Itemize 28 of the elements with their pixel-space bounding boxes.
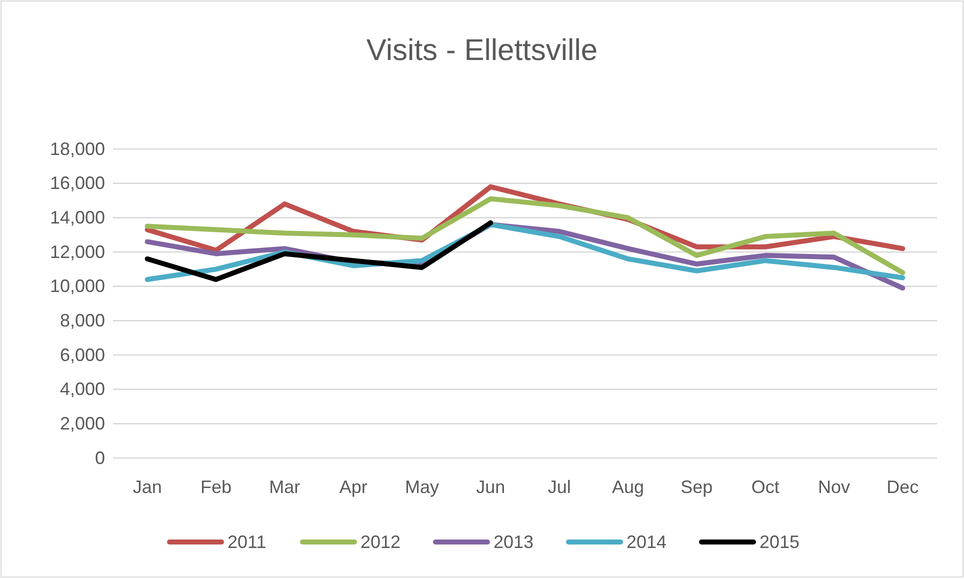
y-tick-label: 10,000 (50, 276, 105, 296)
x-tick-label: Feb (200, 476, 232, 497)
y-tick-label: 16,000 (50, 173, 105, 194)
legend-label: 2013 (494, 532, 534, 552)
y-tick-label: 4,000 (60, 379, 105, 400)
legend-label: 2011 (228, 532, 266, 552)
y-tick-label: 14,000 (50, 207, 105, 228)
x-tick-label: Apr (339, 476, 368, 497)
legend-label: 2015 (760, 532, 800, 552)
y-tick-label: 8,000 (60, 310, 105, 330)
x-tick-label: May (404, 476, 440, 497)
x-tick-label: Mar (269, 476, 300, 497)
x-tick-label: Jun (476, 476, 506, 497)
x-tick-label: Nov (818, 476, 850, 497)
x-tick-label: Oct (751, 476, 780, 497)
y-tick-label: 6,000 (60, 344, 105, 365)
x-tick-label: Jan (132, 476, 162, 497)
y-tick-label: 12,000 (50, 242, 105, 262)
y-tick-label: 18,000 (50, 138, 105, 159)
legend-label: 2012 (360, 532, 401, 552)
x-tick-label: Aug (612, 476, 644, 497)
y-tick-label: 2,000 (60, 413, 105, 434)
legend-label: 2014 (626, 532, 667, 552)
chart-title: Visits - Ellettsville (366, 34, 598, 67)
x-tick-label: Jul (548, 476, 571, 497)
x-tick-label: Sep (680, 476, 713, 497)
x-tick-label: Dec (886, 476, 919, 497)
y-tick-label: 0 (94, 448, 105, 468)
